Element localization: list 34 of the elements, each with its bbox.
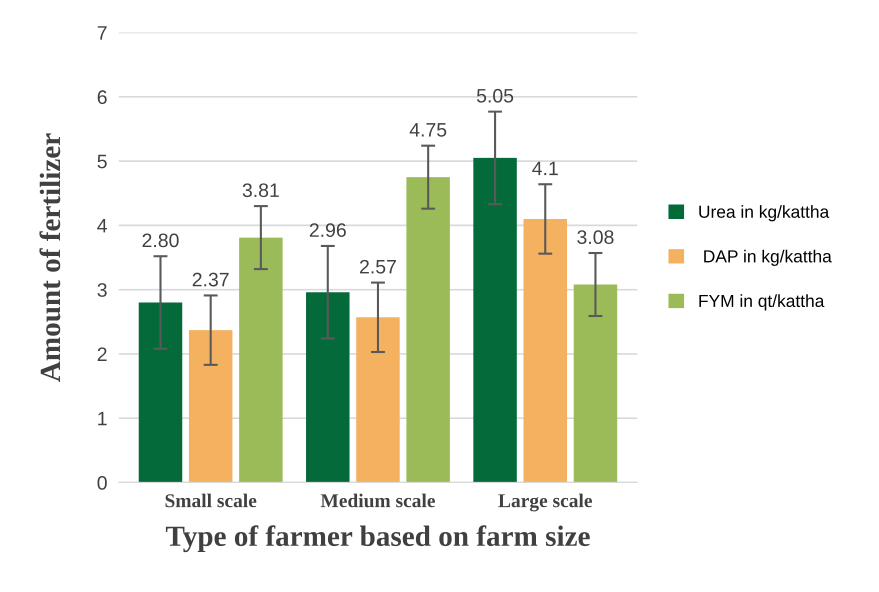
x-tick-label: Small scale <box>166 494 256 508</box>
bar <box>138 302 182 482</box>
data-label: 2.96 <box>310 223 346 237</box>
bar <box>356 317 400 482</box>
y-tick-label: 1 <box>98 412 107 426</box>
x-axis-title: Type of farmer based on farm size <box>166 525 590 552</box>
data-label: 3.81 <box>242 183 279 198</box>
y-tick-label: 7 <box>98 26 107 40</box>
y-tick-label: 6 <box>98 90 107 104</box>
bar <box>524 218 568 482</box>
y-tick-label: 5 <box>98 154 107 168</box>
data-label: 2.37 <box>192 272 229 286</box>
x-tick-label: Medium scale <box>320 494 435 508</box>
data-label: 2.80 <box>142 233 179 248</box>
bar <box>306 292 350 482</box>
data-label: 2.57 <box>360 260 396 274</box>
bar <box>473 158 517 482</box>
y-tick-label: 3 <box>97 283 107 297</box>
bar <box>406 177 450 482</box>
data-label: 4.75 <box>410 123 446 137</box>
y-axis-title: Amount of fertilizer <box>39 133 60 382</box>
y-tick-label: 4 <box>97 219 107 232</box>
bar <box>574 284 618 482</box>
data-label: 3.08 <box>577 230 614 244</box>
y-tick-label: 2 <box>98 347 107 361</box>
legend-label: Urea in kg/kattha <box>699 205 830 222</box>
y-tick-label: 0 <box>98 476 107 490</box>
data-label: 5.05 <box>476 88 514 103</box>
bar <box>188 330 232 482</box>
legend-label: DAP in kg/kattha <box>704 250 832 266</box>
legend-label: FYM in qt/kattha <box>699 294 824 310</box>
bar <box>239 238 283 482</box>
x-tick-label: Large scale <box>498 494 592 512</box>
data-label: 4.1 <box>532 162 558 176</box>
